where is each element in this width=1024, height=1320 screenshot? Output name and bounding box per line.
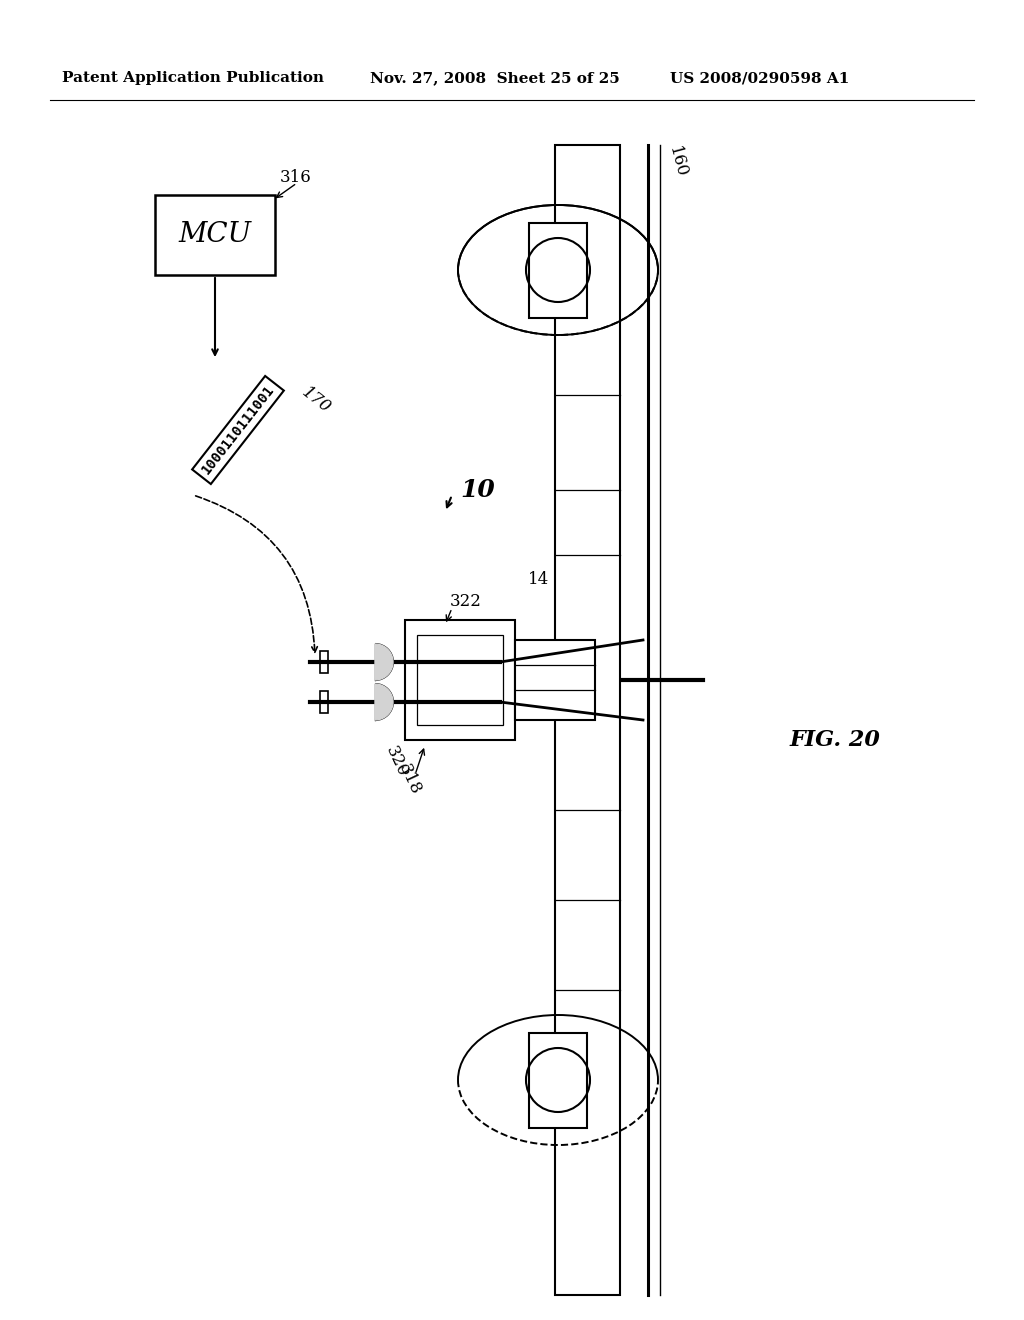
- Bar: [555, 145, 620, 1295]
- Bar: [155, 195, 275, 275]
- Bar: [515, 640, 595, 719]
- Text: 10: 10: [460, 478, 495, 502]
- Bar: [529, 223, 587, 318]
- Text: 320: 320: [382, 744, 411, 780]
- Text: FIG. 20: FIG. 20: [790, 729, 881, 751]
- Polygon shape: [375, 684, 393, 719]
- Bar: [406, 620, 515, 741]
- Text: US 2008/0290598 A1: US 2008/0290598 A1: [670, 71, 849, 84]
- Bar: [417, 635, 503, 725]
- Bar: [319, 690, 328, 713]
- Bar: [319, 651, 328, 673]
- Bar: [529, 1032, 587, 1127]
- Text: 322: 322: [450, 594, 482, 610]
- Text: Nov. 27, 2008  Sheet 25 of 25: Nov. 27, 2008 Sheet 25 of 25: [370, 71, 620, 84]
- Text: MCU: MCU: [178, 222, 252, 248]
- Polygon shape: [375, 644, 393, 680]
- Text: 1000110111001: 1000110111001: [199, 383, 278, 478]
- Text: 170: 170: [298, 384, 334, 417]
- Text: 316: 316: [280, 169, 311, 186]
- Text: Patent Application Publication: Patent Application Publication: [62, 71, 324, 84]
- Text: 160: 160: [665, 144, 689, 180]
- Text: 14: 14: [528, 572, 549, 589]
- Text: 318: 318: [395, 762, 424, 799]
